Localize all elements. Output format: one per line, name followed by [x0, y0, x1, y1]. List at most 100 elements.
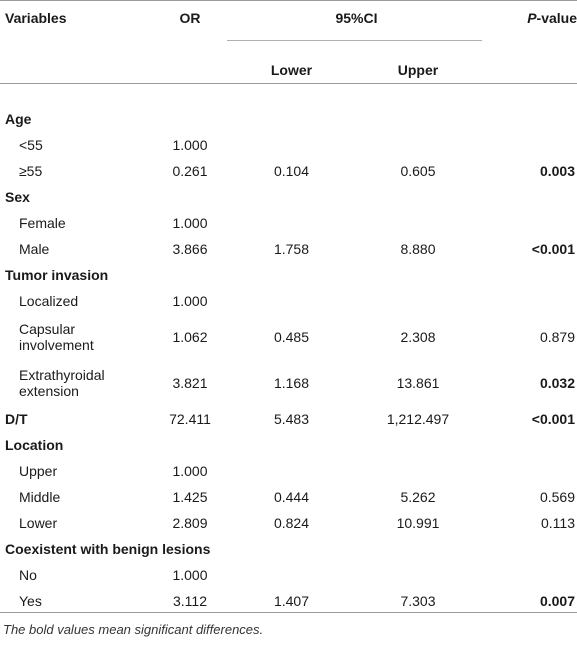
p-value: 0.003	[539, 163, 575, 179]
table-body: Age <55 1.000 ≥55 0.261 0.104 0.605 0.003 Sex Fem…	[0, 100, 577, 614]
table-footnote: The bold values mean significant differe…	[3, 622, 264, 637]
ci-upper-value	[353, 132, 483, 158]
table-row: Yes 3.112 1.407 7.303 0.007	[0, 588, 577, 614]
ci-lower-value: 0.485	[273, 329, 310, 345]
p-value	[483, 562, 577, 588]
ci-lower-value: 0.824	[273, 515, 310, 531]
table-row: Localized 1.000	[0, 288, 577, 314]
or-value: 1.000	[172, 463, 208, 479]
row-label-line2: involvement	[19, 337, 94, 353]
ci-subheader-rule	[227, 40, 482, 41]
p-value: 0.032	[539, 375, 575, 391]
or-value: 3.112	[173, 593, 207, 609]
ci-lower-value	[230, 288, 353, 314]
group-label: Sex	[5, 189, 30, 205]
row-label: Lower	[19, 515, 58, 531]
p-value	[483, 288, 577, 314]
table-bottom-rule	[0, 612, 577, 613]
or-value: 3.821	[172, 375, 208, 391]
or-value: 1.425	[172, 489, 208, 505]
row-label: Male	[19, 241, 50, 257]
ci-upper-value	[353, 458, 483, 484]
ci-lower-value	[230, 210, 353, 236]
or-value: 1.000	[172, 137, 208, 153]
p-value: <0.001	[531, 241, 575, 257]
table-row: Middle 1.425 0.444 5.262 0.569	[0, 484, 577, 510]
or-value: 1.000	[172, 293, 208, 309]
row-label: No	[19, 567, 37, 583]
table-row: No 1.000	[0, 562, 577, 588]
ci-lower-value: 1.168	[273, 375, 310, 391]
header-pvalue: P-value	[483, 0, 577, 50]
ci-upper-value: 8.880	[400, 241, 436, 257]
table-row: Upper 1.000	[0, 458, 577, 484]
p-value	[483, 132, 577, 158]
group-row: Tumor invasion	[0, 262, 577, 288]
header-row-1: Variables OR 95%CI P-value	[0, 0, 577, 50]
or-value: 2.809	[172, 515, 208, 531]
header-variables: Variables	[5, 10, 67, 26]
ci-upper-value: 1,212.497	[386, 411, 450, 427]
p-value: 0.007	[539, 593, 575, 609]
ci-lower-value	[230, 458, 353, 484]
header-ci: 95%CI	[335, 10, 378, 26]
ci-lower-value: 0.104	[273, 163, 310, 179]
table-row: Female 1.000	[0, 210, 577, 236]
ci-upper-value: 2.308	[400, 329, 436, 345]
or-value: 3.866	[172, 241, 208, 257]
or-value: 1.062	[172, 329, 208, 345]
p-value	[483, 210, 577, 236]
ci-lower-value: 0.444	[273, 489, 310, 505]
header-empty-3	[483, 50, 577, 100]
ci-upper-value	[353, 562, 483, 588]
group-row: Location	[0, 432, 577, 458]
odds-ratio-table: Variables OR 95%CI P-value Lower Upper A…	[0, 0, 577, 614]
header-empty-2	[150, 50, 230, 100]
row-label: Yes	[19, 593, 42, 609]
ci-lower-value: 5.483	[273, 411, 310, 427]
ci-lower-value	[230, 132, 353, 158]
row-label: <55	[19, 137, 43, 153]
group-label: Coexistent with benign lesions	[5, 541, 211, 557]
group-label: Location	[5, 437, 64, 453]
group-row: Sex	[0, 184, 577, 210]
table-row: <55 1.000	[0, 132, 577, 158]
p-value: 0.113	[541, 515, 575, 531]
group-row: Coexistent with benign lesions	[0, 536, 577, 562]
p-value: <0.001	[531, 411, 575, 427]
p-value: 0.569	[539, 489, 575, 505]
header-upper: Upper	[397, 62, 439, 78]
ci-upper-value: 7.303	[400, 593, 436, 609]
header-row-2: Lower Upper	[0, 50, 577, 100]
ci-lower-value: 1.407	[273, 593, 310, 609]
table-row: D/T 72.411 5.483 1,212.497 <0.001	[0, 406, 577, 432]
group-label: Tumor invasion	[5, 267, 109, 283]
table-row: ≥55 0.261 0.104 0.605 0.003	[0, 158, 577, 184]
table-row: Extrathyroidal extension 3.821 1.168 13.861 0…	[0, 360, 577, 406]
row-label: ≥55	[19, 163, 43, 179]
table-row: Lower 2.809 0.824 10.991 0.113	[0, 510, 577, 536]
or-value: 1.000	[172, 567, 208, 583]
ci-upper-value: 10.991	[396, 515, 440, 531]
or-value: 0.261	[172, 163, 208, 179]
row-label-line2: extension	[19, 383, 79, 399]
ci-lower-value: 1.758	[273, 241, 310, 257]
ci-upper-value	[353, 210, 483, 236]
ci-upper-value: 0.605	[400, 163, 436, 179]
row-label: Middle	[19, 489, 61, 505]
group-row: Age	[0, 106, 577, 132]
table-row: Male 3.866 1.758 8.880 <0.001	[0, 236, 577, 262]
ci-upper-value: 13.861	[396, 375, 440, 391]
or-value: 72.411	[169, 411, 211, 427]
ci-upper-value: 5.262	[400, 489, 436, 505]
header-pvalue-p: P	[527, 10, 537, 26]
p-value	[483, 458, 577, 484]
table-row: Capsular involvement 1.062 0.485 2.308 0.879	[0, 314, 577, 360]
row-label-line1: Capsular	[19, 321, 76, 337]
row-label: Female	[19, 215, 66, 231]
header-pvalue-rest: -value	[536, 10, 577, 26]
row-label: Upper	[19, 463, 58, 479]
ci-upper-value	[353, 288, 483, 314]
p-value: 0.879	[539, 329, 575, 345]
